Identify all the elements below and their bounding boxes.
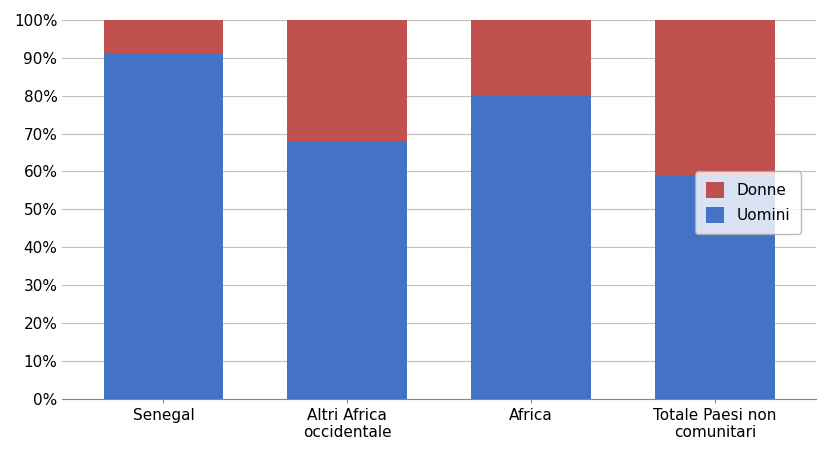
- Bar: [104, 20, 223, 54]
- Legend: Donne, Uomini: Donne, Uomini: [696, 172, 801, 234]
- Bar: [471, 96, 591, 399]
- Bar: [287, 20, 407, 141]
- Bar: [655, 20, 774, 175]
- Bar: [655, 175, 774, 399]
- Bar: [104, 54, 223, 399]
- Bar: [287, 141, 407, 399]
- Bar: [471, 20, 591, 96]
